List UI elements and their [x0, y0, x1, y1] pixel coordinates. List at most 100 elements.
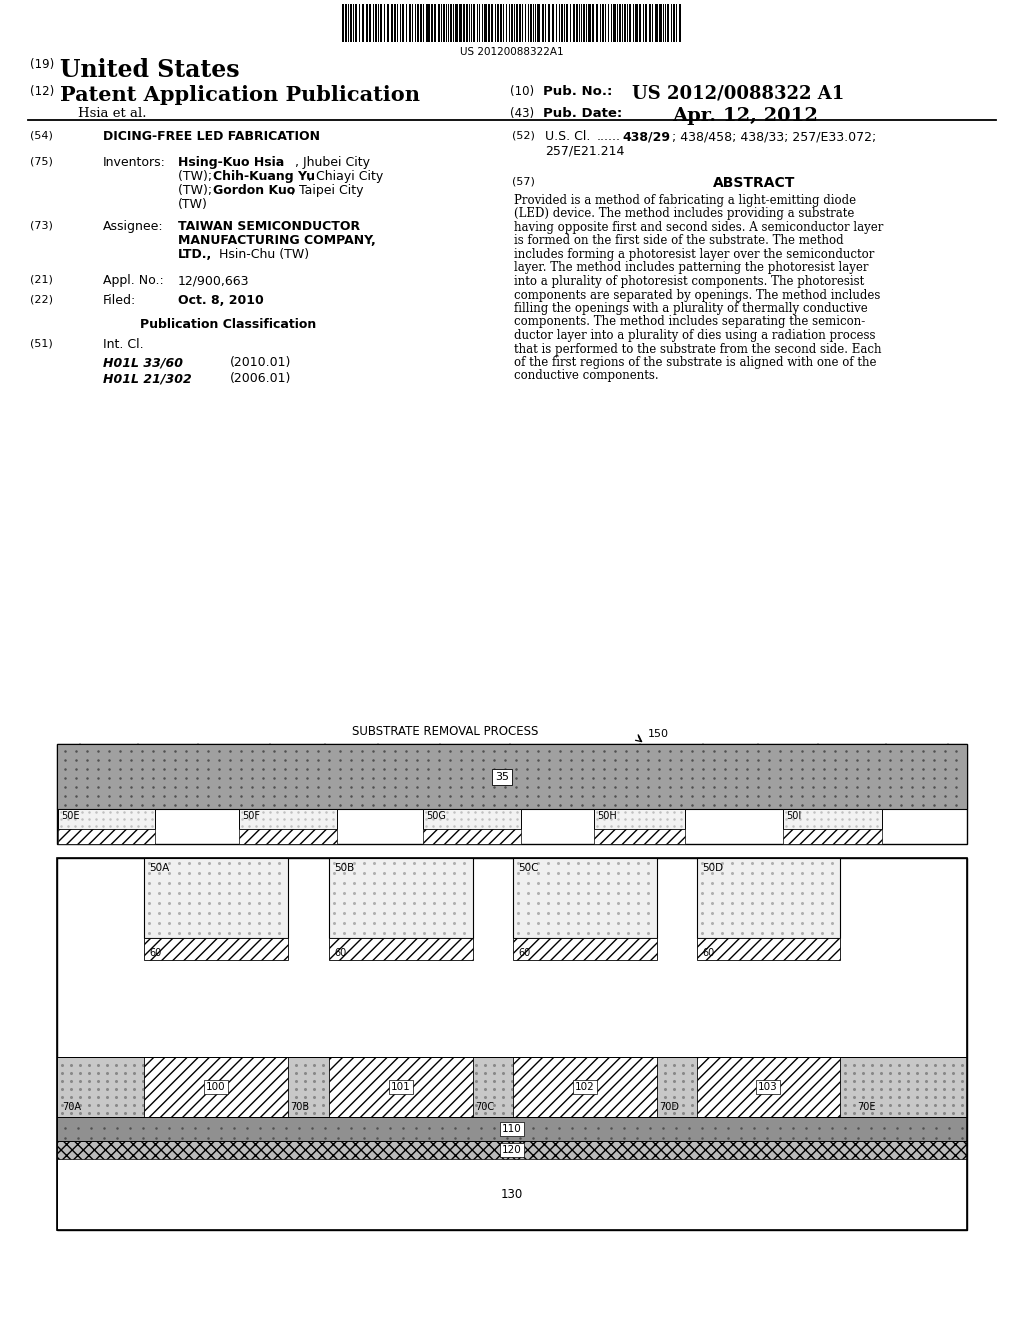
- Bar: [566, 4, 567, 42]
- Text: 257/E21.214: 257/E21.214: [545, 144, 625, 157]
- Bar: [441, 4, 442, 42]
- Bar: [506, 4, 507, 42]
- Bar: [527, 4, 528, 42]
- Bar: [783, 829, 882, 843]
- Bar: [608, 4, 609, 42]
- Bar: [366, 4, 368, 42]
- Bar: [529, 4, 531, 42]
- Text: includes forming a photoresist layer over the semiconductor: includes forming a photoresist layer ove…: [514, 248, 874, 261]
- Bar: [668, 4, 669, 42]
- Bar: [555, 4, 557, 42]
- Bar: [522, 4, 523, 42]
- Text: 102: 102: [575, 1082, 595, 1092]
- Text: 60: 60: [518, 948, 530, 958]
- Bar: [589, 4, 591, 42]
- Bar: [513, 939, 657, 960]
- Bar: [456, 4, 458, 42]
- Bar: [407, 4, 408, 42]
- Bar: [583, 4, 585, 42]
- Bar: [630, 4, 631, 42]
- Text: 50H: 50H: [597, 810, 616, 821]
- Bar: [542, 4, 544, 42]
- Bar: [495, 4, 497, 42]
- Text: (2010.01): (2010.01): [230, 356, 292, 370]
- Bar: [353, 4, 354, 42]
- Text: Appl. No.:: Appl. No.:: [103, 275, 164, 286]
- Text: 12/900,663: 12/900,663: [178, 275, 250, 286]
- Text: 70D: 70D: [659, 1102, 679, 1111]
- Text: 50C: 50C: [518, 863, 539, 873]
- Bar: [423, 809, 521, 829]
- Bar: [57, 744, 967, 843]
- Bar: [613, 4, 615, 42]
- Bar: [460, 4, 462, 42]
- Text: 50I: 50I: [786, 810, 801, 821]
- Bar: [443, 4, 444, 42]
- Bar: [545, 4, 547, 42]
- Bar: [676, 4, 678, 42]
- Bar: [373, 4, 375, 42]
- Bar: [605, 4, 606, 42]
- Bar: [57, 744, 967, 809]
- Text: layer. The method includes patterning the photoresist layer: layer. The method includes patterning th…: [514, 261, 868, 275]
- Bar: [492, 4, 493, 42]
- Bar: [239, 809, 337, 829]
- Bar: [144, 1057, 288, 1117]
- Bar: [410, 4, 411, 42]
- Bar: [697, 939, 840, 960]
- Bar: [438, 4, 439, 42]
- Text: conductive components.: conductive components.: [514, 370, 658, 383]
- Text: Gordon Kuo: Gordon Kuo: [213, 183, 295, 197]
- Bar: [391, 4, 393, 42]
- Bar: [144, 858, 288, 939]
- Bar: [454, 4, 455, 42]
- Text: Pub. No.:: Pub. No.:: [543, 84, 612, 98]
- Text: US 2012/0088322 A1: US 2012/0088322 A1: [632, 84, 844, 103]
- Bar: [466, 4, 468, 42]
- Bar: [361, 4, 365, 42]
- Text: (52): (52): [512, 129, 535, 140]
- Text: Hsia et al.: Hsia et al.: [78, 107, 146, 120]
- Bar: [58, 1159, 966, 1229]
- Bar: [552, 4, 554, 42]
- Text: 70B: 70B: [290, 1102, 309, 1111]
- Bar: [498, 4, 499, 42]
- Text: ; 438/458; 438/33; 257/E33.072;: ; 438/458; 438/33; 257/E33.072;: [672, 129, 877, 143]
- Bar: [577, 4, 578, 42]
- Bar: [420, 4, 422, 42]
- Bar: [602, 4, 604, 42]
- Bar: [514, 4, 515, 42]
- Text: 70E: 70E: [857, 1102, 876, 1111]
- Bar: [57, 1057, 967, 1117]
- Text: that is performed to the substrate from the second side. Each: that is performed to the substrate from …: [514, 342, 882, 355]
- Text: (LED) device. The method includes providing a substrate: (LED) device. The method includes provid…: [514, 207, 854, 220]
- Text: 100: 100: [206, 1082, 226, 1092]
- Bar: [471, 4, 472, 42]
- Bar: [431, 4, 433, 42]
- Bar: [671, 4, 672, 42]
- Text: (54): (54): [30, 129, 53, 140]
- Bar: [469, 4, 470, 42]
- Text: , Jhubei City: , Jhubei City: [295, 156, 370, 169]
- Bar: [57, 1057, 967, 1117]
- Bar: [329, 939, 473, 960]
- Text: 70C: 70C: [475, 1102, 495, 1111]
- Bar: [663, 4, 665, 42]
- Text: 35: 35: [495, 772, 509, 781]
- Text: 50A: 50A: [150, 863, 169, 873]
- Bar: [549, 4, 550, 42]
- Bar: [516, 4, 518, 42]
- Text: ductor layer into a plurality of dies using a radiation process: ductor layer into a plurality of dies us…: [514, 329, 876, 342]
- Text: 50G: 50G: [426, 810, 445, 821]
- Bar: [394, 4, 395, 42]
- Text: Chih-Kuang Yu: Chih-Kuang Yu: [213, 170, 315, 183]
- Bar: [783, 809, 882, 829]
- Bar: [645, 4, 647, 42]
- Bar: [652, 4, 653, 42]
- Bar: [617, 4, 618, 42]
- Bar: [144, 939, 288, 960]
- Text: ABSTRACT: ABSTRACT: [713, 176, 796, 190]
- Text: 70A: 70A: [62, 1102, 81, 1111]
- Bar: [445, 4, 446, 42]
- Bar: [484, 4, 487, 42]
